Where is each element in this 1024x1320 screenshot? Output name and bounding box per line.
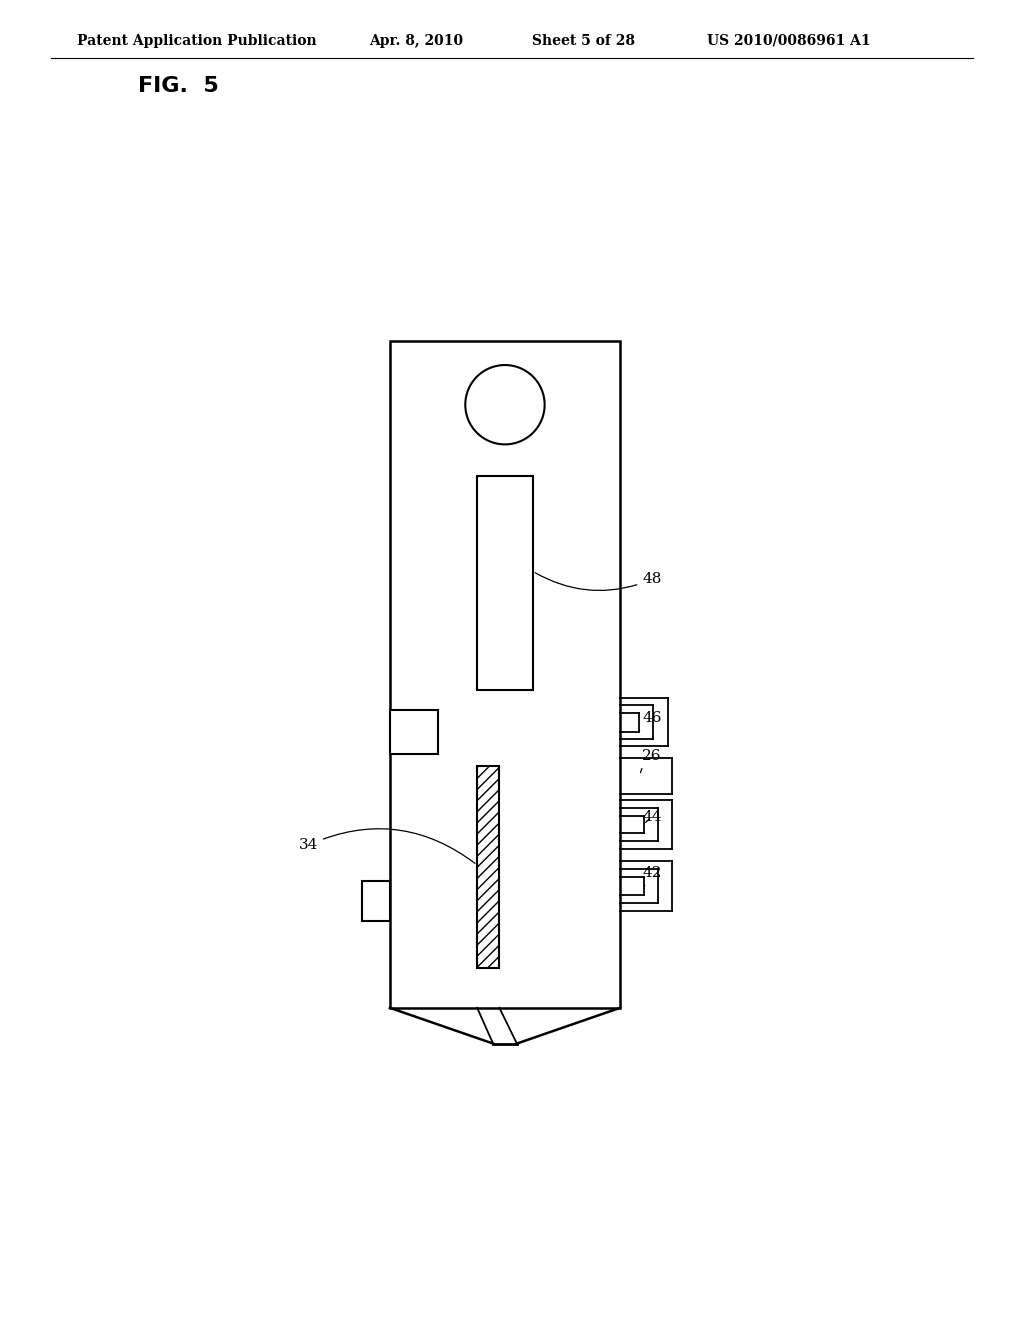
Text: 44: 44	[642, 810, 662, 825]
Text: Sheet 5 of 28: Sheet 5 of 28	[532, 34, 636, 48]
Text: US 2010/0086961 A1: US 2010/0086961 A1	[707, 34, 870, 48]
Text: Patent Application Publication: Patent Application Publication	[77, 34, 316, 48]
Bar	[362, 880, 390, 920]
Text: 26: 26	[640, 750, 662, 772]
Bar	[477, 766, 500, 968]
Circle shape	[465, 366, 545, 445]
Bar	[390, 710, 437, 754]
Text: Apr. 8, 2010: Apr. 8, 2010	[369, 34, 463, 48]
Bar	[390, 342, 621, 1008]
Text: 42: 42	[642, 866, 662, 886]
Text: 34: 34	[299, 829, 475, 863]
Text: 48: 48	[536, 573, 662, 590]
Bar	[477, 477, 532, 690]
Text: 46: 46	[639, 711, 662, 731]
Text: FIG.  5: FIG. 5	[138, 77, 219, 96]
